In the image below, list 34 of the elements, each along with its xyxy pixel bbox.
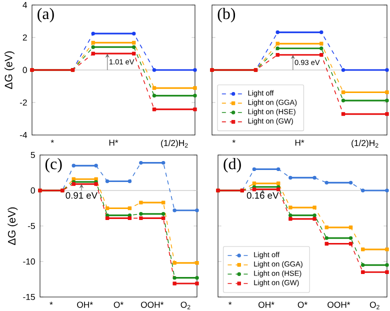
chart-title: (d) bbox=[224, 158, 241, 173]
x-tick-label: OOH* bbox=[141, 302, 164, 308]
x-tick-label: * bbox=[50, 140, 54, 143]
y-tick-label: 5 bbox=[30, 152, 35, 158]
x-tick-label: H* bbox=[295, 140, 304, 146]
y-tick-label: 2 bbox=[22, 34, 27, 41]
x-tick-label: (1/2)H$_{2}$ bbox=[352, 140, 378, 148]
x-tick-label: H* bbox=[109, 140, 118, 146]
y-tick-label: -2 bbox=[20, 99, 27, 106]
annotation: 0.91 eV bbox=[66, 192, 98, 199]
y-tick-label: -4 bbox=[20, 132, 28, 138]
chart-title: (c) bbox=[45, 158, 62, 173]
x-tick-label: O$_{2}$ bbox=[370, 302, 380, 310]
chart-title: (a) bbox=[38, 8, 54, 22]
y-axis-title: ΔG (eV) bbox=[4, 51, 14, 89]
chart-title: (b) bbox=[218, 8, 236, 22]
y-tick-label: -10 bbox=[23, 258, 35, 265]
x-tick-label: OH* bbox=[258, 302, 274, 308]
x-tick-label: (1/2)H$_{2}$ bbox=[161, 140, 188, 148]
x-tick-label: O$_{2}$ bbox=[180, 302, 190, 310]
y-tick-label: 0 bbox=[22, 66, 27, 74]
y-tick-label: -5 bbox=[28, 222, 35, 230]
x-tick-label: * bbox=[228, 302, 232, 305]
x-tick-label: OH* bbox=[77, 302, 93, 308]
y-tick-label: 0 bbox=[30, 187, 35, 194]
x-tick-label: OOH* bbox=[328, 302, 350, 308]
x-tick-label: O* bbox=[298, 302, 308, 308]
y-axis-title: ΔG (eV) bbox=[8, 207, 18, 245]
x-tick-label: O* bbox=[114, 302, 124, 308]
x-tick-label: * bbox=[232, 140, 236, 143]
annotation: 0.16 eV bbox=[246, 192, 279, 199]
y-tick-label: -15 bbox=[23, 294, 35, 300]
y-tick-label: 4 bbox=[22, 2, 28, 8]
x-tick-label: * bbox=[50, 302, 53, 305]
